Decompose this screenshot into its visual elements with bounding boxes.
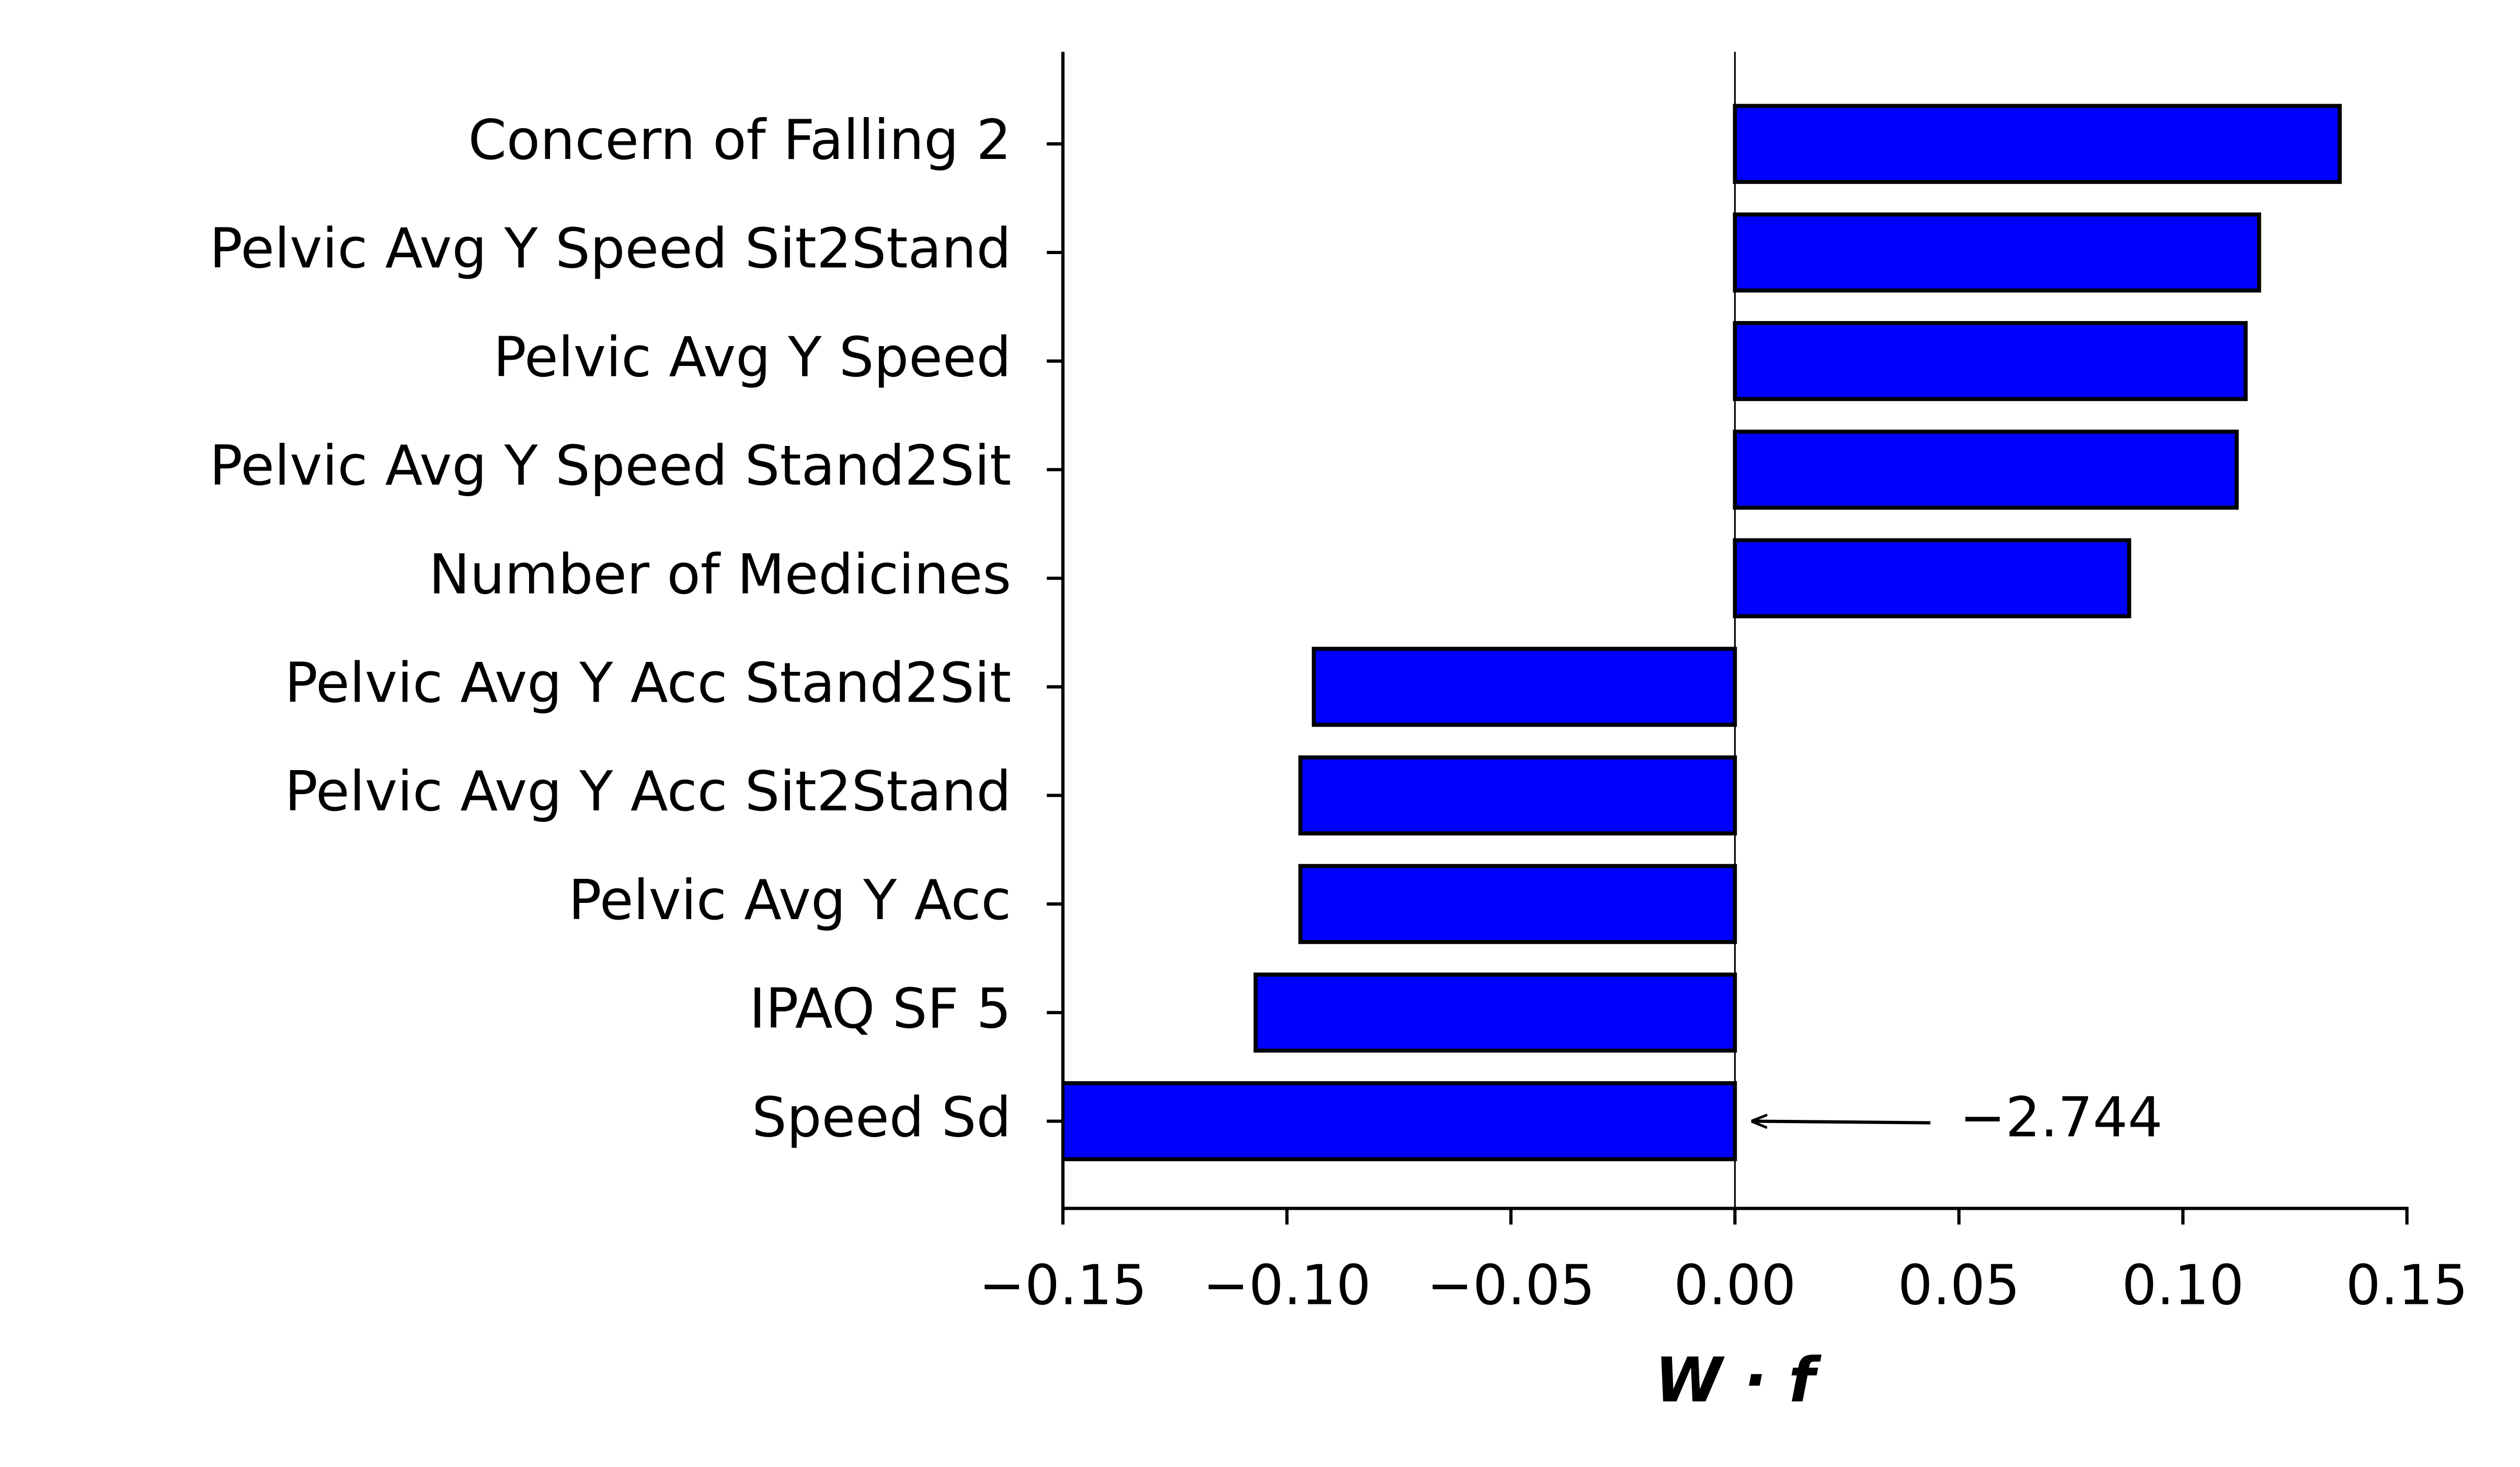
bar [1733, 429, 2239, 510]
annotation-arrow [1752, 1121, 1931, 1123]
bar [1733, 538, 2132, 618]
y-tick-label: IPAQ SF 5 [749, 977, 1011, 1041]
y-tick-label: Number of Medicines [429, 542, 1011, 606]
bar [1298, 864, 1737, 944]
y-tick-label: Pelvic Avg Y Speed Sit2Stand [210, 216, 1012, 281]
x-tick-label: −0.05 [1427, 1253, 1595, 1317]
x-tick-label: 0.05 [1898, 1253, 2020, 1317]
y-tick-label: Pelvic Avg Y Acc Stand2Sit [284, 651, 1011, 715]
bar [1298, 755, 1737, 835]
value-label: −2.744 [1960, 1085, 2163, 1149]
bar [1312, 647, 1737, 727]
x-tick-label: 0.10 [2122, 1253, 2244, 1317]
y-tick-label: Concern of Falling 2 [468, 108, 1011, 172]
y-tick-label: Pelvic Avg Y Acc [568, 868, 1011, 932]
x-tick-label: 0.15 [2346, 1253, 2468, 1317]
x-tick-label: −0.15 [979, 1253, 1147, 1317]
y-tick-label: Pelvic Avg Y Speed [493, 325, 1011, 389]
x-tick-label: −0.10 [1203, 1253, 1371, 1317]
bar [1733, 212, 2261, 293]
y-tick-label: Pelvic Avg Y Acc Sit2Stand [284, 759, 1011, 823]
plot-area [1063, 104, 2342, 1162]
x-tick-label: 0.00 [1674, 1253, 1796, 1317]
y-tick-label: Pelvic Avg Y Speed Stand2Sit [210, 433, 1012, 498]
x-axis-label: W · f [1655, 1344, 1822, 1416]
bar [1733, 321, 2248, 402]
bar [1253, 972, 1737, 1053]
bar [1733, 104, 2342, 184]
y-tick-label: Speed Sd [752, 1085, 1011, 1149]
